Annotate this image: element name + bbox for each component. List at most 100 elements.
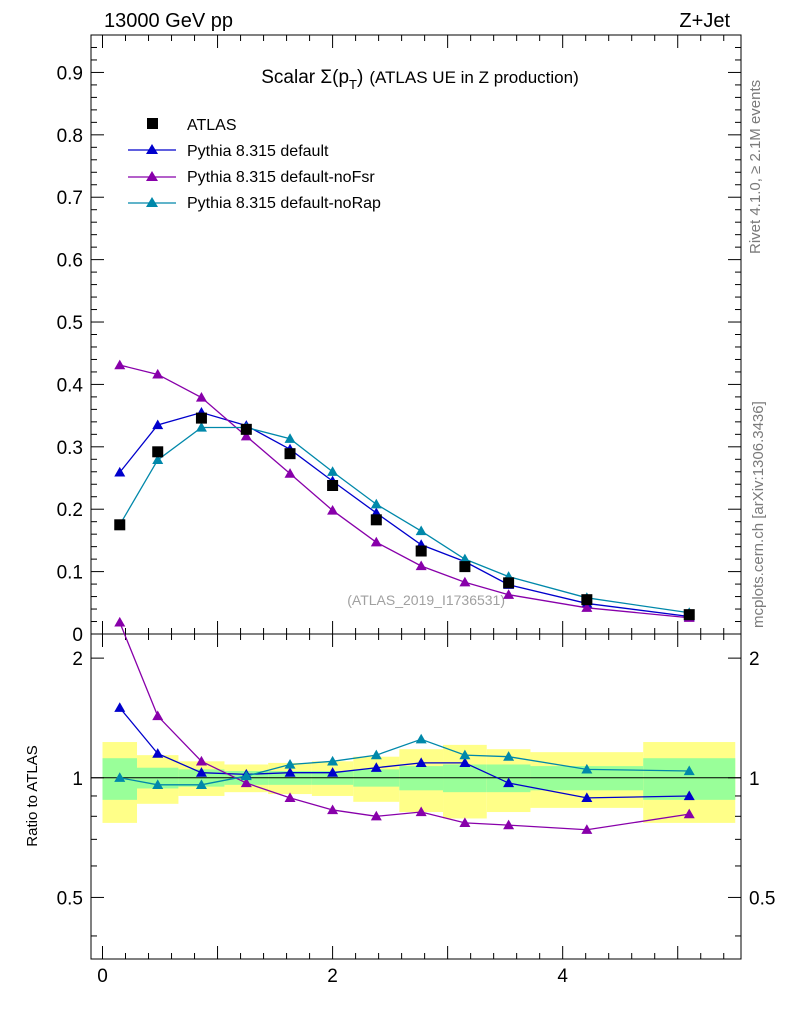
ratio-y-tick-label-left: 0.5 <box>57 888 83 909</box>
ratio-point-1 <box>683 790 695 801</box>
ratio-band-inner <box>443 764 487 793</box>
ratio-point-2 <box>415 806 427 817</box>
mcplots-reference-label: mcplots.cern.ch [arXiv:1306.3436] <box>750 401 767 628</box>
ratio-point-3 <box>152 779 164 789</box>
legend-label-default: Pythia 8.315 default <box>187 143 329 160</box>
main-point-3 <box>415 525 427 536</box>
ratio-y-tick-label-right: 1 <box>749 769 760 790</box>
ratio-series-line-3 <box>119 738 690 786</box>
main-series-line-1 <box>119 411 690 618</box>
data-point <box>415 545 427 557</box>
main-point-2 <box>152 368 164 379</box>
ratio-point-2 <box>284 792 296 803</box>
ratio-point-1 <box>459 757 471 768</box>
data-point <box>581 594 593 606</box>
ratio-series-group <box>114 616 695 834</box>
ratio-point-1 <box>503 777 515 788</box>
ratio-series-line-1 <box>119 707 690 799</box>
main-point-3 <box>195 421 207 432</box>
ratio-series-line-2 <box>119 622 690 831</box>
ratio-point-1 <box>327 767 339 777</box>
header-energy-label: 13000 GeV pp <box>104 10 233 32</box>
main-point-2 <box>459 576 471 587</box>
data-point <box>152 446 164 458</box>
main-y-tick-label: 0.8 <box>57 126 83 147</box>
ratio-point-1 <box>114 702 126 712</box>
legend-label-nofsr: Pythia 8.315 default-noFsr <box>187 169 375 186</box>
main-series-line-2 <box>119 364 690 619</box>
data-point <box>503 577 515 589</box>
main-y-tick-label: 0.4 <box>57 375 84 396</box>
data-point <box>195 412 207 424</box>
ratio-point-2 <box>683 808 695 819</box>
data-point <box>284 448 296 460</box>
legend-label-atlas: ATLAS <box>187 117 237 134</box>
ratio-point-3 <box>327 755 339 766</box>
main-point-2 <box>284 468 296 478</box>
main-plot-panel: 0 0.1 0.2 0.3 0.4 0.5 0.6 0.7 0.8 0.9 Scalar Σ(pT… <box>57 34 742 646</box>
ratio-y-tick-label-left: 2 <box>72 649 83 670</box>
data-point <box>683 609 695 621</box>
data-point <box>114 519 126 531</box>
legend-marker-atlas <box>147 118 158 129</box>
ratio-uncertainty-bands <box>102 742 736 823</box>
main-point-3 <box>370 498 382 509</box>
analysis-id-watermark: (ATLAS_2019_I1736531) <box>347 592 505 608</box>
legend-marker-default <box>146 144 158 154</box>
ratio-y-tick-label-left: 1 <box>72 769 83 790</box>
header-process-label: Z+Jet <box>679 10 730 32</box>
main-y-tick-label: 0.6 <box>57 251 83 272</box>
main-y-tick-label: 0.3 <box>57 438 83 459</box>
ratio-y-tick-label-right: 2 <box>749 649 760 670</box>
main-y-tick-label: 0.5 <box>57 313 83 334</box>
ratio-axis-ticks <box>91 634 741 959</box>
main-point-1 <box>114 466 126 477</box>
main-point-2 <box>503 589 515 599</box>
ratio-point-3 <box>683 765 695 776</box>
ratio-point-2 <box>240 777 252 788</box>
ratio-point-3 <box>503 751 515 761</box>
data-point <box>459 561 471 573</box>
ratio-plot-frame <box>90 633 742 960</box>
data-point <box>370 514 382 526</box>
main-point-3 <box>327 466 339 476</box>
ratio-point-2 <box>114 616 126 627</box>
main-y-tick-labels: 0 0.1 0.2 0.3 0.4 0.5 0.6 0.7 0.8 0.9 <box>57 63 84 646</box>
main-series-group <box>114 359 695 622</box>
plot-title: Scalar Σ(pT) (ATLAS UE in Z production) <box>261 67 579 92</box>
main-point-3 <box>459 553 471 564</box>
main-axis-ticks <box>91 34 741 635</box>
rivet-version-label: Rivet 4.1.0, ≥ 2.1M events <box>747 80 764 254</box>
data-point <box>327 479 339 491</box>
ratio-y-axis-label: Ratio to ATLAS <box>24 745 41 846</box>
ratio-y-tick-labels: 0.5 0.5 1 1 2 2 <box>57 649 776 909</box>
ratio-point-3 <box>240 770 252 781</box>
main-point-2 <box>415 560 427 571</box>
x-tick-label: 0 <box>97 966 108 987</box>
ratio-plot-panel: 0.5 0.5 1 1 2 2 Ratio to ATLAS <box>24 616 776 960</box>
ratio-point-1 <box>284 767 296 777</box>
main-point-2 <box>327 504 339 515</box>
ratio-point-1 <box>581 792 593 803</box>
main-point-1 <box>152 419 164 430</box>
ratio-point-2 <box>370 810 382 821</box>
ratio-point-1 <box>195 767 207 777</box>
x-tick-label: 2 <box>327 966 338 987</box>
ratio-point-1 <box>415 757 427 768</box>
legend: ATLAS Pythia 8.315 default Pythia 8.315 … <box>128 117 381 212</box>
main-y-tick-label: 0.9 <box>57 63 83 84</box>
main-y-tick-label: 0.2 <box>57 500 83 521</box>
main-point-2 <box>581 602 593 612</box>
legend-marker-nofsr <box>146 171 158 181</box>
main-y-tick-label: 0.7 <box>57 188 83 209</box>
legend-marker-norap <box>146 197 158 207</box>
ratio-point-2 <box>195 755 207 766</box>
ratio-point-2 <box>581 824 593 834</box>
main-point-2 <box>240 430 252 441</box>
data-point <box>240 423 252 435</box>
legend-label-norap: Pythia 8.315 default-noRap <box>187 195 381 212</box>
main-y-tick-label: 0.1 <box>57 563 83 584</box>
ratio-point-3 <box>581 763 593 774</box>
main-point-3 <box>284 433 296 443</box>
